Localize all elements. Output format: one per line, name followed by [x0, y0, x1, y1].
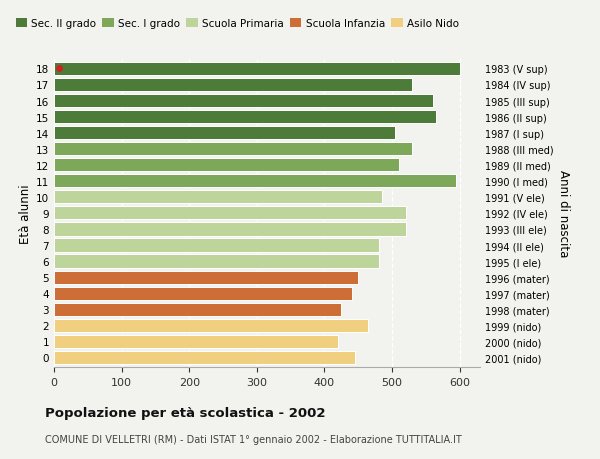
- Bar: [54, 303, 341, 316]
- Legend: Sec. II grado, Sec. I grado, Scuola Primaria, Scuola Infanzia, Asilo Nido: Sec. II grado, Sec. I grado, Scuola Prim…: [16, 19, 459, 29]
- Bar: [54, 143, 412, 156]
- Bar: [54, 319, 368, 332]
- Bar: [54, 175, 457, 188]
- Text: Popolazione per età scolastica - 2002: Popolazione per età scolastica - 2002: [45, 406, 325, 419]
- Bar: [54, 207, 406, 220]
- Bar: [54, 95, 433, 108]
- Text: COMUNE DI VELLETRI (RM) - Dati ISTAT 1° gennaio 2002 - Elaborazione TUTTITALIA.I: COMUNE DI VELLETRI (RM) - Dati ISTAT 1° …: [45, 434, 462, 444]
- Bar: [54, 79, 412, 92]
- Bar: [54, 287, 352, 300]
- Y-axis label: Età alunni: Età alunni: [19, 184, 32, 243]
- Bar: [54, 255, 379, 268]
- Bar: [54, 351, 355, 364]
- Bar: [54, 159, 399, 172]
- Bar: [54, 63, 460, 76]
- Bar: [54, 127, 395, 140]
- Y-axis label: Anni di nascita: Anni di nascita: [557, 170, 570, 257]
- Bar: [54, 223, 406, 236]
- Bar: [54, 111, 436, 124]
- Bar: [54, 239, 379, 252]
- Bar: [54, 271, 358, 284]
- Bar: [54, 191, 382, 204]
- Bar: [54, 335, 338, 348]
